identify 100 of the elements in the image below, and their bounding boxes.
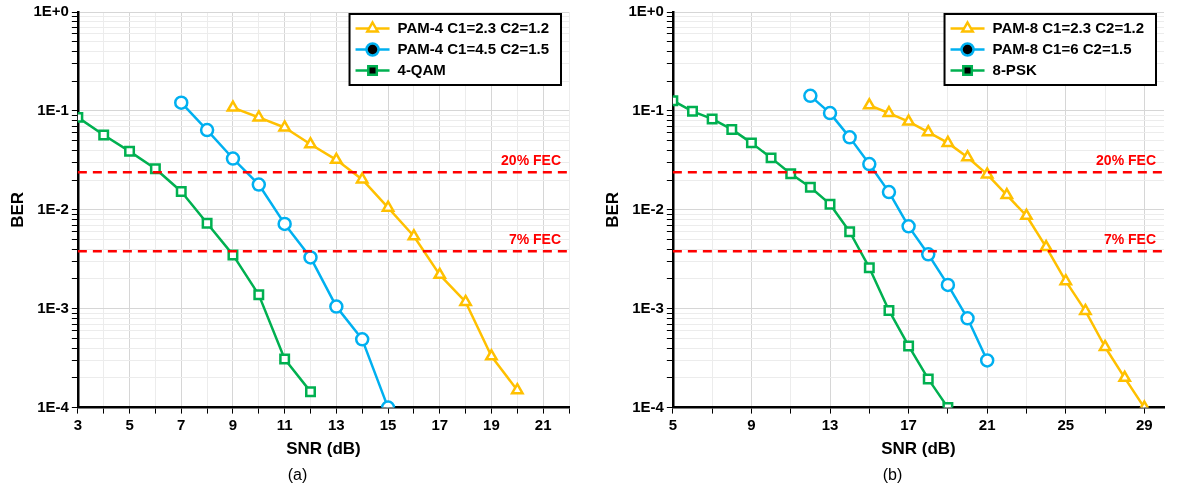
point	[201, 217, 213, 229]
point	[199, 122, 215, 138]
text: (b)	[881, 466, 904, 484]
point	[960, 311, 975, 326]
x-axis-title: SNR (dB)	[286, 439, 361, 459]
point	[804, 181, 816, 193]
legend-label: 8-PSK	[992, 60, 1037, 78]
point	[882, 105, 896, 118]
point	[253, 289, 265, 301]
legend-label: PAM-8 C1=2.3 C2=1.2	[992, 18, 1144, 36]
y-tick-label: 1E-3	[37, 298, 69, 316]
point	[355, 172, 369, 184]
point	[1078, 303, 1092, 316]
point	[863, 262, 875, 274]
y-tick-label: 1E-4	[37, 397, 70, 415]
point	[706, 113, 718, 125]
y-tick-label: 1E+0	[628, 2, 664, 20]
point	[252, 110, 266, 122]
y-tick-label: 1E-4	[632, 397, 665, 415]
text: (a)	[286, 466, 309, 484]
point	[844, 226, 856, 238]
point	[277, 216, 292, 232]
point	[941, 135, 955, 148]
point	[902, 114, 916, 126]
point	[175, 186, 187, 198]
point	[251, 177, 267, 192]
point	[381, 200, 395, 212]
point	[980, 167, 994, 179]
y-tick-label: 1E-1	[632, 101, 664, 119]
x-tick-label: 9	[228, 415, 238, 433]
point	[1059, 273, 1073, 286]
x-tick-label: 5	[125, 415, 134, 433]
point	[226, 100, 240, 112]
point	[961, 149, 974, 162]
point	[687, 105, 698, 117]
point	[329, 299, 344, 314]
point	[979, 353, 995, 368]
x-tick-label: 17	[900, 415, 917, 433]
legend-label: PAM-4 C1=4.5 C2=1.5	[397, 39, 549, 57]
x-tick-label: 5	[668, 415, 678, 433]
point	[174, 95, 189, 110]
y-tick-label: 1E-2	[37, 199, 69, 217]
ref-line-label: 7% FEC	[508, 231, 561, 248]
ref-line-label: 7% FEC	[1103, 231, 1156, 248]
point	[822, 105, 838, 121]
x-tick-label: 21	[534, 415, 552, 433]
x-tick-label: 9	[747, 415, 756, 433]
point	[354, 332, 370, 347]
point	[803, 88, 818, 104]
point	[745, 137, 757, 149]
point	[881, 184, 897, 200]
point	[842, 130, 857, 145]
x-tick-label: 13	[821, 415, 839, 433]
point	[98, 129, 110, 141]
point	[510, 382, 524, 395]
point	[903, 340, 915, 352]
point	[278, 120, 292, 132]
point	[303, 250, 318, 265]
point	[922, 373, 934, 385]
point	[329, 152, 343, 165]
point	[279, 353, 291, 365]
x-tick-label: 21	[978, 415, 996, 433]
y-axis-title: BER	[602, 191, 622, 228]
point	[862, 156, 877, 172]
point	[824, 198, 836, 210]
point	[225, 151, 241, 166]
point	[1000, 187, 1014, 200]
x-axis-title: SNR (dB)	[881, 439, 956, 459]
point	[459, 294, 473, 307]
x-tick-label: 15	[379, 415, 397, 433]
point	[726, 123, 738, 135]
x-tick-label: 13	[328, 415, 345, 433]
y-tick-label: 1E-2	[632, 199, 664, 217]
point	[1118, 370, 1132, 383]
point	[124, 145, 136, 157]
y-axis-title: BER	[7, 191, 27, 228]
point	[901, 219, 916, 234]
point	[1098, 339, 1112, 352]
legend-label: PAM-8 C1=6 C2=1.5	[992, 39, 1132, 57]
x-tick-label: 25	[1057, 415, 1075, 433]
x-tick-label: 17	[431, 415, 449, 433]
y-tick-label: 1E-3	[632, 298, 664, 316]
x-tick-label: 7	[177, 415, 186, 433]
x-tick-label: 3	[73, 415, 83, 433]
point	[765, 152, 777, 164]
legend-label: 4-QAM	[397, 60, 446, 78]
point	[921, 124, 935, 137]
point	[1039, 239, 1053, 252]
x-tick-label: 19	[483, 415, 500, 433]
x-tick-label: 11	[276, 415, 293, 433]
x-tick-label: 29	[1136, 415, 1153, 433]
point	[862, 98, 876, 110]
point	[940, 277, 956, 293]
y-tick-label: 1E-1	[37, 101, 69, 119]
y-tick-label: 1E+0	[33, 2, 69, 20]
legend-label: PAM-4 C1=2.3 C2=1.2	[397, 18, 549, 36]
point	[407, 229, 421, 241]
point	[1020, 208, 1033, 221]
point	[883, 304, 895, 316]
point	[433, 267, 447, 280]
